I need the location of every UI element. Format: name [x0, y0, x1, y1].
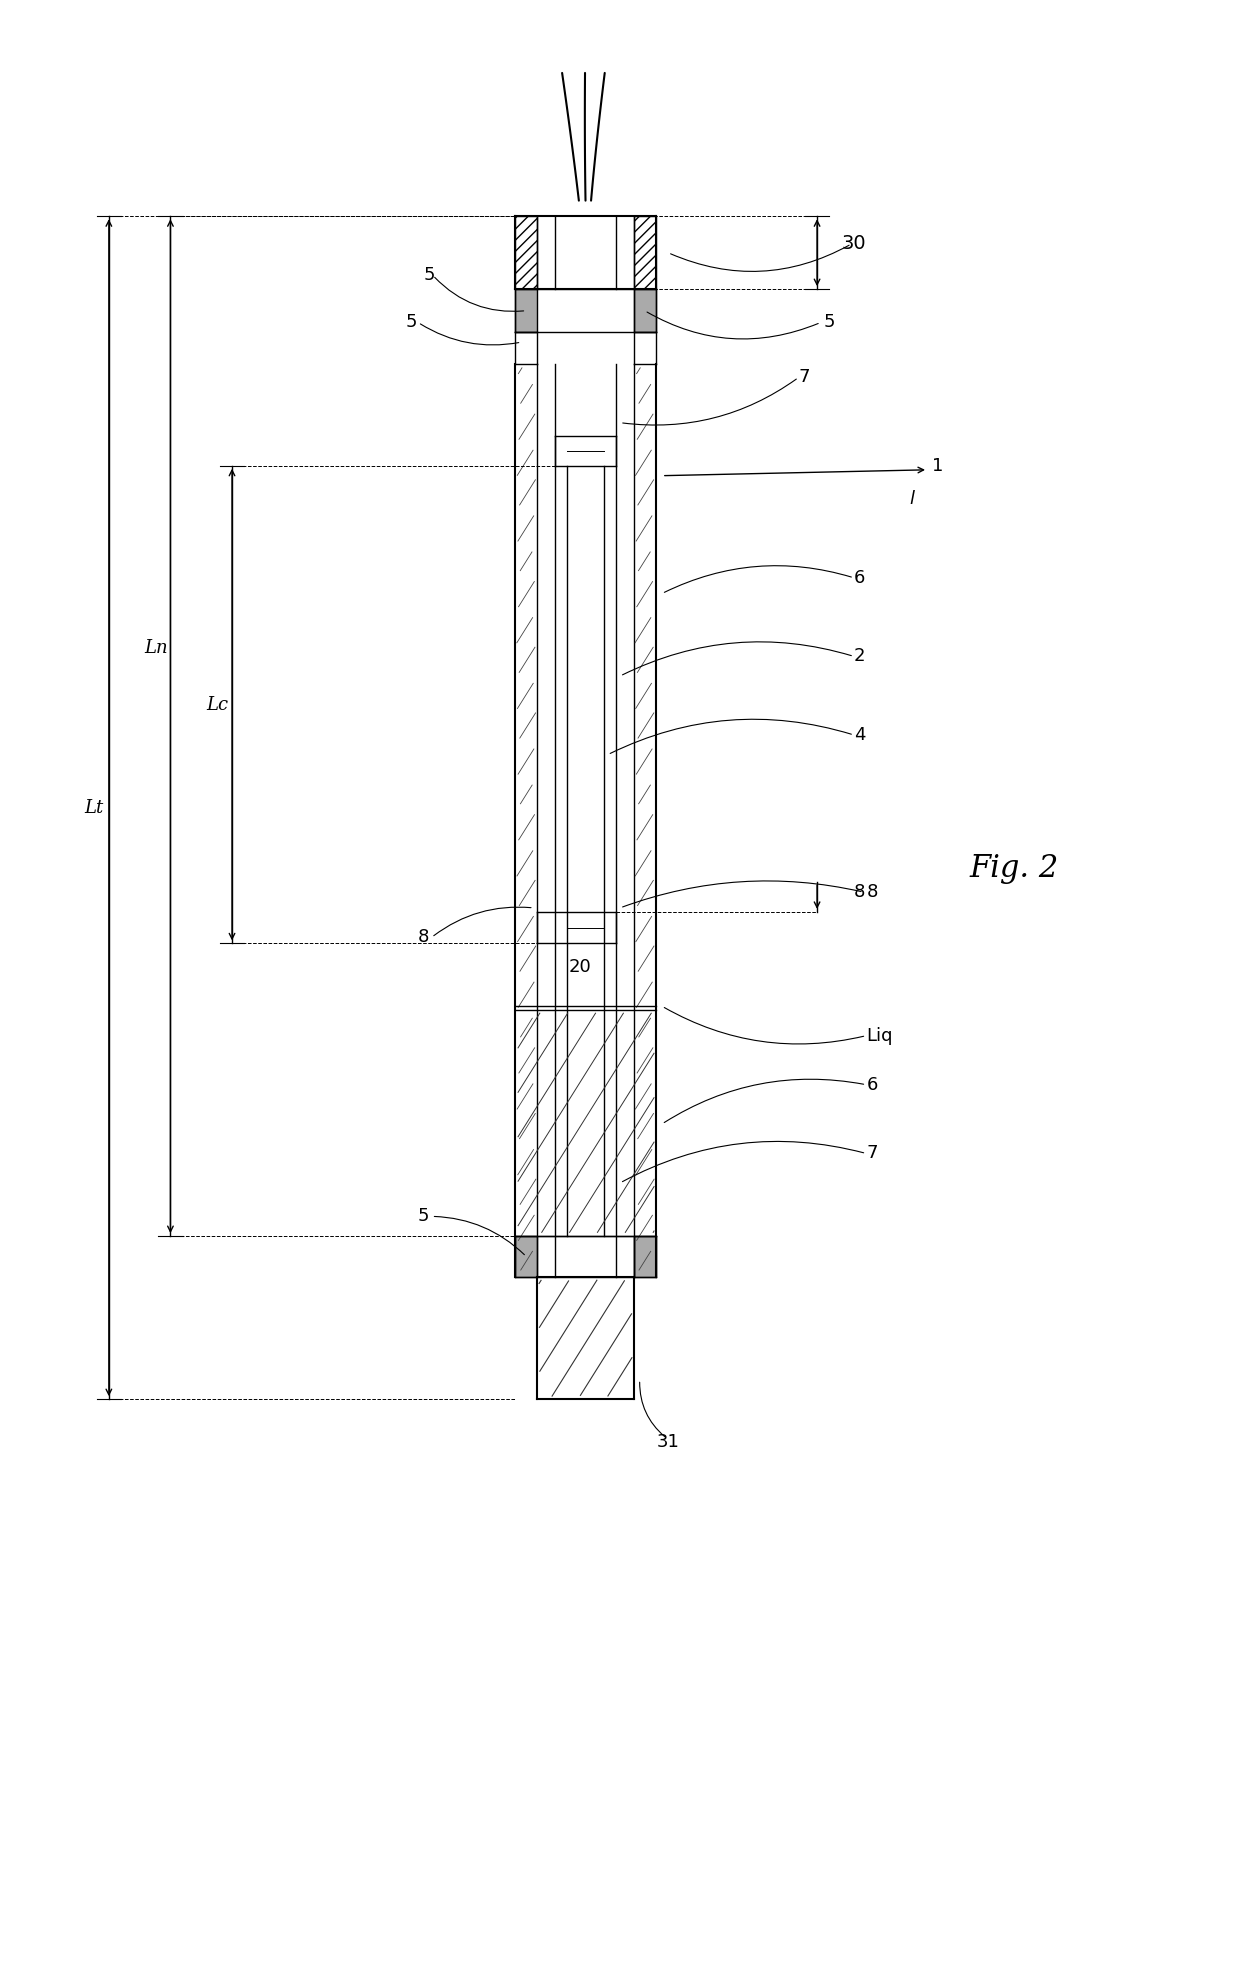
- Text: 6: 6: [854, 568, 866, 586]
- Bar: [516, 217, 537, 288]
- Text: 30: 30: [842, 235, 867, 253]
- Text: 8: 8: [867, 884, 878, 902]
- Text: 5: 5: [424, 266, 435, 284]
- Bar: [634, 288, 656, 331]
- Text: 7: 7: [867, 1144, 878, 1162]
- Text: Lc: Lc: [206, 696, 228, 714]
- Text: Fig. 2: Fig. 2: [970, 852, 1059, 884]
- Text: l: l: [909, 489, 914, 509]
- Text: Lt: Lt: [84, 799, 104, 817]
- Text: 2: 2: [854, 647, 866, 665]
- Text: Liq: Liq: [867, 1026, 893, 1044]
- Text: 31: 31: [657, 1432, 680, 1452]
- Text: 5: 5: [405, 314, 417, 331]
- Text: 8: 8: [854, 884, 866, 902]
- Text: Ln: Ln: [144, 639, 167, 657]
- Text: 6: 6: [867, 1075, 878, 1093]
- Bar: [634, 217, 656, 288]
- Text: 8: 8: [418, 929, 429, 947]
- Bar: [634, 1235, 656, 1277]
- Bar: [516, 1235, 537, 1277]
- Text: 5: 5: [823, 314, 835, 331]
- Text: 5: 5: [418, 1207, 429, 1225]
- Text: 7: 7: [799, 369, 810, 387]
- Text: 20: 20: [568, 957, 591, 977]
- Text: 4: 4: [854, 726, 866, 744]
- Text: 1: 1: [931, 458, 942, 475]
- Bar: [516, 288, 537, 331]
